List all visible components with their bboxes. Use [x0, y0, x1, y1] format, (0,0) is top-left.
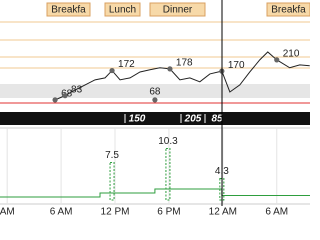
- reading-dot: [167, 66, 173, 72]
- carb-value: 205: [184, 114, 202, 125]
- layer: Breakfa Lunch Dinner Breakfa 150 205 85 AM 6 AM 1…: [0, 2, 310, 218]
- bolus-bar: [109, 162, 115, 201]
- reading-label: 170: [228, 60, 245, 71]
- meal-label: Dinner: [163, 5, 193, 16]
- glucose-line: [54, 51, 310, 101]
- meal-tag: [149, 2, 206, 17]
- chart: Breakfa Lunch Dinner Breakfa 150 205 85 AM 6 AM 1…: [0, 0, 310, 218]
- meal-tag: [104, 2, 141, 17]
- reading-dot: [52, 97, 58, 103]
- reading-dot: [274, 57, 280, 63]
- reading-label: 172: [118, 59, 135, 70]
- carb-strip: [0, 112, 310, 125]
- target-band: [0, 84, 310, 98]
- basal-line: [0, 188, 310, 198]
- meal-label: Lunch: [109, 5, 136, 16]
- x-tick-label: 12 PM: [101, 207, 130, 218]
- reading-label: 178: [176, 58, 193, 69]
- reading-dot: [152, 97, 158, 103]
- x-tick-label: AM: [0, 207, 15, 218]
- reading-dot: [109, 67, 115, 74]
- x-tick-label: 6 AM: [265, 207, 288, 218]
- meal-tag: [266, 2, 310, 17]
- bolus-label: 10.3: [158, 136, 178, 147]
- reading-label: 68: [149, 86, 161, 97]
- reading-label: 210: [283, 48, 300, 59]
- meal-tag: [46, 2, 91, 17]
- meal-label: Breakfa: [271, 5, 306, 16]
- bolus-label: 7.5: [105, 150, 119, 161]
- reading-label: 83: [71, 84, 83, 95]
- carb-value: 85: [211, 114, 223, 125]
- x-tick-label: 6 PM: [157, 207, 180, 218]
- x-tick-label: 12 AM: [209, 207, 237, 218]
- reading-dot: [62, 93, 68, 99]
- meal-label: Breakfa: [51, 5, 86, 16]
- bolus-bar: [165, 148, 171, 201]
- carb-value: 150: [129, 114, 146, 125]
- x-tick-label: 6 AM: [50, 207, 73, 218]
